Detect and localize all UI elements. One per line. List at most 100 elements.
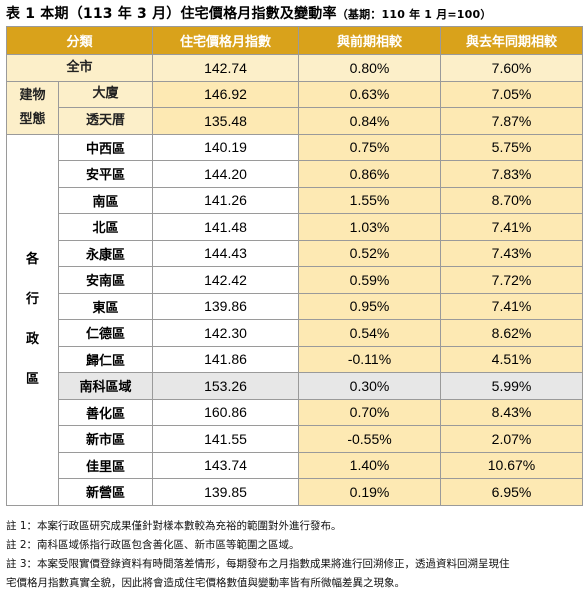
cell-index: 146.92 — [152, 80, 300, 108]
table-row: 佳里區 143.74 1.40% 10.67% — [7, 451, 584, 479]
row-label: 永康區 — [57, 239, 154, 267]
cell-index: 141.55 — [152, 425, 300, 453]
row-label: 北區 — [57, 213, 154, 241]
row-label: 南科區域 — [57, 372, 154, 400]
table-row: 安平區 144.20 0.86% 7.83% — [7, 160, 584, 188]
cell-index: 141.26 — [152, 186, 300, 214]
cell-index: 135.48 — [152, 107, 300, 135]
footnote: 宅價格月指數真實全貌，因此將會造成住宅價格數值與變動率皆有所微幅差異之現象。 — [6, 577, 405, 589]
cell-yoy: 5.99% — [440, 372, 584, 400]
footnote: 註 3：本案受限實價登錄資料有時間落差情形，每期發布之月指數成果將進行回溯修正，… — [6, 558, 510, 570]
cell-mom: 0.84% — [298, 107, 442, 135]
cell-index: 143.74 — [152, 451, 300, 479]
table-row: 新市區 141.55 -0.55% 2.07% — [7, 425, 584, 453]
cell-index: 139.85 — [152, 478, 300, 506]
cell-mom: 1.40% — [298, 451, 442, 479]
row-label: 透天厝 — [57, 107, 154, 135]
table-row: 各行政區中西區 140.19 0.75% 5.75% — [6, 133, 584, 506]
table-row: 東區 139.86 0.95% 7.41% — [7, 292, 584, 320]
district-rows: 各行政區中西區 140.19 0.75% 5.75% 安平區 144.20 0.86% 7.8… — [6, 133, 584, 506]
cell-mom: 0.52% — [298, 239, 442, 267]
cell-mom: 1.03% — [298, 213, 442, 241]
cell-yoy: 8.70% — [440, 186, 584, 214]
cell-yoy: 8.43% — [440, 398, 584, 426]
group-label-building-line2: 型態 — [19, 111, 46, 127]
cell-index: 141.48 — [152, 213, 300, 241]
footnote: 註 1：本案行政區研究成果僅針對樣本數較為充裕的範圍對外進行發布。 — [6, 520, 342, 532]
table-row: 南區 141.26 1.55% 8.70% — [7, 186, 584, 214]
header-mom: 與前期相較 — [298, 26, 442, 55]
row-label: 南區 — [57, 186, 154, 214]
cell-mom: 0.86% — [298, 160, 442, 188]
table-row: 安南區 142.42 0.59% 7.72% — [7, 266, 584, 294]
cell-mom: 0.59% — [298, 266, 442, 294]
row-label: 歸仁區 — [57, 345, 154, 373]
row-label: 安平區 — [57, 160, 154, 188]
cell-yoy: 2.07% — [440, 425, 584, 453]
cell-mom: 0.75% — [298, 133, 442, 161]
cell-index: 144.20 — [152, 160, 300, 188]
table-title: 表 1 本期（113 年 3 月）住宅價格月指數及變動率（基期：110 年 1 … — [6, 4, 492, 24]
cell-mom: 0.70% — [298, 398, 442, 426]
price-index-table: 分類 住宅價格月指數 與前期相較 與去年同期相較 全市 142.74 0.80%… — [5, 26, 584, 506]
cell-mom: 0.63% — [298, 80, 442, 108]
cell-mom: 0.95% — [298, 292, 442, 320]
cell-yoy: 7.41% — [440, 292, 584, 320]
table-title-main: 表 1 本期（113 年 3 月）住宅價格月指數及變動率 — [6, 6, 337, 22]
cell-index: 144.43 — [152, 239, 300, 267]
cell-yoy: 7.41% — [440, 213, 584, 241]
row-label: 新市區 — [57, 425, 154, 453]
header-category: 分類 — [5, 26, 154, 55]
group-label-building-line1: 建物 — [19, 87, 46, 103]
row-label: 中西區 — [57, 133, 154, 161]
cell-yoy: 7.83% — [440, 160, 584, 188]
group-label-districts: 各行政區 — [6, 133, 59, 506]
cell-yoy: 7.87% — [440, 107, 584, 135]
cell-yoy: 4.51% — [440, 345, 584, 373]
cell-yoy: 8.62% — [440, 319, 584, 347]
cell-index: 160.86 — [152, 398, 300, 426]
cell-yoy: 7.72% — [440, 266, 584, 294]
table-row: 新營區 139.85 0.19% 6.95% — [7, 478, 584, 506]
table-header-row: 分類 住宅價格月指數 與前期相較 與去年同期相較 — [5, 26, 584, 55]
cell-yoy: 10.67% — [440, 451, 584, 479]
cell-index: 139.86 — [152, 292, 300, 320]
group-label-char: 各 — [25, 251, 39, 267]
row-label: 大廈 — [57, 80, 154, 108]
row-label: 新營區 — [57, 478, 154, 506]
row-label-city: 全市 — [5, 54, 154, 82]
cell-yoy: 7.60% — [440, 54, 584, 82]
table-row-house: 透天厝 135.48 0.84% 7.87% — [7, 107, 584, 135]
group-label-char: 政 — [25, 331, 39, 347]
header-index: 住宅價格月指數 — [152, 26, 300, 55]
cell-yoy: 7.05% — [440, 80, 584, 108]
cell-mom: 0.30% — [298, 372, 442, 400]
cell-mom: 0.19% — [298, 478, 442, 506]
group-label-char: 行 — [25, 291, 39, 307]
group-label-building-type: 建物 型態 — [6, 80, 59, 135]
cell-yoy: 5.75% — [440, 133, 584, 161]
row-label: 仁德區 — [57, 319, 154, 347]
header-yoy: 與去年同期相較 — [440, 26, 584, 55]
row-label: 安南區 — [57, 266, 154, 294]
cell-mom: 1.55% — [298, 186, 442, 214]
table-row: 歸仁區 141.86 -0.11% 4.51% — [7, 345, 584, 373]
footnote: 註 2：南科區域係指行政區包含善化區、新市區等範圍之區域。 — [6, 539, 300, 551]
cell-yoy: 7.43% — [440, 239, 584, 267]
cell-index: 141.86 — [152, 345, 300, 373]
row-label: 佳里區 — [57, 451, 154, 479]
row-label: 善化區 — [57, 398, 154, 426]
table-row: 永康區 144.43 0.52% 7.43% — [7, 239, 584, 267]
cell-index: 142.30 — [152, 319, 300, 347]
cell-index: 153.26 — [152, 372, 300, 400]
cell-mom: -0.55% — [298, 425, 442, 453]
cell-index: 142.42 — [152, 266, 300, 294]
table-row-city: 全市 142.74 0.80% 7.60% — [5, 54, 584, 82]
table-row: 仁德區 142.30 0.54% 8.62% — [7, 319, 584, 347]
cell-mom: -0.11% — [298, 345, 442, 373]
table-row: 善化區 160.86 0.70% 8.43% — [7, 398, 584, 426]
cell-index: 142.74 — [152, 54, 300, 82]
cell-index: 140.19 — [152, 133, 300, 161]
footnotes: 註 1：本案行政區研究成果僅針對樣本數較為充裕的範圍對外進行發布。 註 2：南科… — [6, 517, 584, 593]
table-title-base: （基期：110 年 1 月=100） — [336, 8, 492, 21]
